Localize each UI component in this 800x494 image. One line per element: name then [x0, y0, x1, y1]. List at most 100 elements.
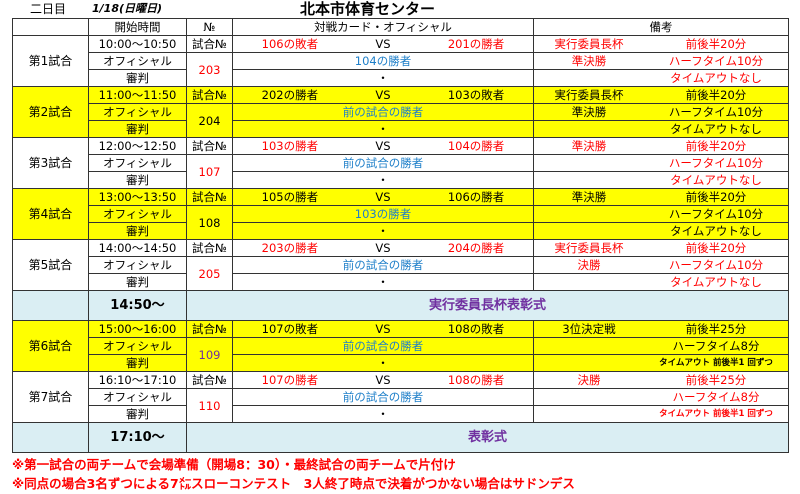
remarks: 決勝 ハーフタイム10分	[533, 256, 789, 274]
remarks: 準決勝 前後半20分	[533, 188, 789, 206]
team-2: 103の敗者	[447, 88, 505, 102]
game-time: 13:00〜13:50	[88, 188, 187, 206]
referee-team: ・	[232, 171, 534, 189]
ceremony-time: 14:50〜	[88, 290, 187, 321]
remarks: タイムアウトなし	[533, 222, 789, 240]
official-row: オフィシャル 110 前の試合の勝者 ハーフタイム8分	[13, 388, 789, 423]
day-label: 二日目	[30, 2, 67, 16]
vs-label: VS	[375, 373, 391, 387]
game-label: 第6試合	[12, 320, 89, 372]
game-row: 第1試合 10:00〜10:50 試合№ 106の敗者 VS 201の勝者 実行委員長杯 前後…	[12, 35, 789, 87]
team-2: 204の勝者	[447, 241, 505, 255]
team-1: 107の勝者	[261, 373, 319, 387]
remarks: タイムアウト 前後半1 回ずつ	[533, 354, 789, 372]
remarks: 3位決定戦 前後半25分	[533, 320, 789, 338]
remark-timeout: タイムアウト 前後半1 回ずつ	[659, 358, 773, 368]
remarks-content: 実行委員長杯 前後半20分	[534, 240, 788, 256]
remark-halftime: ハーフタイム10分	[668, 54, 764, 68]
official-label: オフィシャル	[88, 337, 187, 355]
game-time: 14:00〜14:50	[88, 239, 187, 257]
remark-timeout: タイムアウトなし	[670, 224, 762, 238]
remark-halftime: ハーフタイム10分	[668, 258, 764, 272]
team-2: 108の敗者	[447, 322, 505, 336]
game-no-label: 試合№	[186, 86, 233, 104]
official-label: オフィシャル	[88, 256, 187, 274]
ceremony-title: 表彰式	[186, 422, 789, 453]
referee-row: 審判 ・ タイムアウト 前後半1 回ずつ	[13, 405, 789, 423]
game-number: 203	[186, 52, 233, 87]
game-time: 12:00〜12:50	[88, 137, 187, 155]
official-row: オフィシャル 203 104の勝者 準決勝 ハーフタイム10分	[13, 52, 789, 87]
remarks-content: タイムアウトなし	[534, 223, 788, 239]
game-number: 205	[186, 256, 233, 291]
remark-cup: 準決勝	[571, 139, 607, 153]
remarks-content: タイムアウトなし	[534, 172, 788, 188]
remarks-content: タイムアウトなし	[534, 274, 788, 290]
remarks: タイムアウトなし	[533, 273, 789, 291]
remark-stage: 決勝	[577, 258, 601, 272]
game-no-label: 試合№	[186, 188, 233, 206]
official-team: 前の試合の勝者	[232, 337, 534, 355]
vs-label: VS	[375, 88, 391, 102]
remark-halftime: ハーフタイム10分	[668, 156, 764, 170]
remarks-content: 準決勝 前後半20分	[534, 189, 788, 205]
team-1: 105の勝者	[261, 190, 319, 204]
game-row: 第3試合 12:00〜12:50 試合№ 103の勝者 VS 104の勝者 準決勝 前後半20…	[12, 137, 789, 189]
game-label: 第5試合	[12, 239, 89, 291]
referee-row: 審判 ・ タイムアウト 前後半1 回ずつ	[13, 354, 789, 372]
match-card: 202の勝者 VS 103の敗者	[232, 86, 534, 104]
remarks-content: ハーフタイム8分	[534, 338, 788, 354]
ceremony-blank	[12, 422, 89, 453]
remark-halftime: ハーフタイム8分	[672, 390, 760, 404]
header-card: 対戦カード・オフィシャル	[232, 18, 534, 36]
game-row: 第6試合 15:00〜16:00 試合№ 107の敗者 VS 108の敗者 3位決定戦 前後半…	[12, 320, 789, 372]
referee-label: 審判	[88, 69, 187, 87]
game-label: 第1試合	[12, 35, 89, 87]
game-number: 109	[186, 337, 233, 372]
remark-cup: 実行委員長杯	[554, 88, 624, 102]
vs-label: VS	[375, 37, 391, 51]
remarks-content: 3位決定戦 前後半25分	[534, 321, 788, 337]
official-team: 前の試合の勝者	[232, 154, 534, 172]
referee-label: 審判	[88, 405, 187, 423]
ceremony-title: 実行委員長杯表彰式	[186, 290, 789, 321]
referee-label: 審判	[88, 354, 187, 372]
referee-team: ・	[232, 69, 534, 87]
game-number: 107	[186, 154, 233, 189]
official-team: 104の勝者	[232, 52, 534, 70]
ceremony-blank	[12, 290, 89, 321]
header-time: 開始時間	[88, 18, 187, 36]
remarks-content: 実行委員長杯 前後半20分	[534, 87, 788, 103]
remarks: タイムアウトなし	[533, 69, 789, 87]
remark-timeout: タイムアウト 前後半1 回ずつ	[659, 409, 773, 419]
remarks: 準決勝 ハーフタイム10分	[533, 52, 789, 70]
match-card: 203の勝者 VS 204の勝者	[232, 239, 534, 257]
remarks: ハーフタイム10分	[533, 205, 789, 223]
match-card-content: 103の勝者 VS 104の勝者	[233, 138, 533, 154]
remarks-content: タイムアウト 前後半1 回ずつ	[534, 355, 788, 371]
remarks-content: タイムアウト 前後半1 回ずつ	[534, 406, 788, 422]
game-label: 第3試合	[12, 137, 89, 189]
remarks-content: ハーフタイム10分	[534, 206, 788, 222]
referee-label: 審判	[88, 120, 187, 138]
remarks-content: 準決勝 ハーフタイム10分	[534, 104, 788, 120]
match-card: 107の勝者 VS 108の勝者	[232, 371, 534, 389]
remark-halftime: ハーフタイム10分	[668, 207, 764, 221]
team-2: 106の勝者	[447, 190, 505, 204]
game-label: 第4試合	[12, 188, 89, 240]
official-team: 前の試合の勝者	[232, 388, 534, 406]
game-label: 第7試合	[12, 371, 89, 423]
official-label: オフィシャル	[88, 388, 187, 406]
remarks-content: 決勝 前後半25分	[534, 372, 788, 388]
official-label: オフィシャル	[88, 52, 187, 70]
remarks-content: 決勝 ハーフタイム10分	[534, 257, 788, 273]
remark-halves: 前後半20分	[685, 190, 747, 204]
game-no-label: 試合№	[186, 35, 233, 53]
game-no-label: 試合№	[186, 320, 233, 338]
game-number: 204	[186, 103, 233, 138]
remark-cup: 実行委員長杯	[554, 37, 624, 51]
remark-timeout: タイムアウトなし	[670, 122, 762, 136]
game-no-label: 試合№	[186, 239, 233, 257]
referee-row: 審判 ・ タイムアウトなし	[13, 222, 789, 240]
